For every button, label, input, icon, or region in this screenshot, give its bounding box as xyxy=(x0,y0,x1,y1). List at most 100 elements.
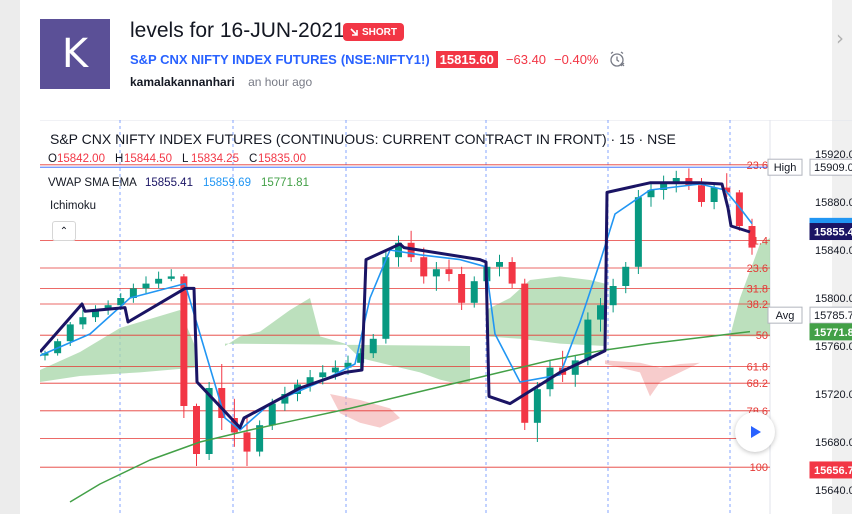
ohlc-label: H xyxy=(115,153,123,165)
candle-body xyxy=(268,403,276,426)
candle-body xyxy=(710,187,718,202)
price-change: −63.40 xyxy=(505,51,547,67)
candle-body xyxy=(256,425,264,452)
chart-canvas[interactable]: 23.611.423.631.838.25061.868.278.68.6100… xyxy=(40,120,852,514)
candle-body xyxy=(458,274,466,303)
candle-body xyxy=(647,190,655,198)
candle-body xyxy=(357,353,365,363)
symbol-link[interactable]: S&P CNX NIFTY INDEX FUTURES xyxy=(130,51,337,67)
candle-body xyxy=(142,283,150,289)
candle-body xyxy=(508,262,516,284)
candle-body xyxy=(698,185,705,202)
candle-body xyxy=(533,389,541,423)
candle-body xyxy=(180,276,188,406)
indicator-value: 15771.81 xyxy=(261,177,309,189)
candle-body xyxy=(420,257,428,277)
idea-card xyxy=(20,0,832,514)
candle-body xyxy=(432,269,440,277)
author-line: kamalakannanhari an hour ago xyxy=(130,75,312,89)
cloud-bullish xyxy=(40,310,195,382)
cloud-bullish xyxy=(225,298,470,385)
price-change-pct: −0.40% xyxy=(554,51,599,67)
author-name[interactable]: kamalakannanhari xyxy=(130,75,235,89)
ohlc-value: 15834.25 xyxy=(191,153,239,165)
candle-body xyxy=(66,324,74,342)
axis-label-tag-text: High xyxy=(774,162,797,174)
price-axis[interactable]: 15920.00 15880.00 15840.00 15800.00 15760.00… xyxy=(767,149,852,497)
candle-body xyxy=(723,187,731,193)
price-tick-label: 15920.00 xyxy=(815,149,852,161)
axis-value-text: 15785.7 xyxy=(814,310,852,322)
candle-body xyxy=(193,406,200,454)
candle-body xyxy=(735,192,743,226)
candle-body xyxy=(395,242,402,258)
symbol-line: S&P CNX NIFTY INDEX FUTURES (NSE:NIFTY1!… xyxy=(130,49,626,69)
idea-title[interactable]: levels for 16-JUN-2021 xyxy=(130,19,345,42)
indicator-lines xyxy=(40,181,753,503)
fib-level-label: 38.2 xyxy=(747,299,768,311)
candle-body xyxy=(634,197,642,267)
axis-label-tag-text: Avg xyxy=(776,310,795,322)
badge-label: SHORT xyxy=(362,26,397,38)
candle-body xyxy=(344,362,352,368)
price-chart[interactable]: 23.611.423.631.838.25061.868.278.68.6100… xyxy=(40,120,852,514)
ohlc-value: 15835.00 xyxy=(258,153,306,165)
alarm-clock-icon[interactable] xyxy=(608,50,626,68)
axis-value-box xyxy=(809,158,852,176)
indicator-name: VWAP SMA EMA xyxy=(48,177,137,189)
price-tick-label: 15680.00 xyxy=(815,437,852,449)
fib-level-label: 50 xyxy=(756,330,768,342)
candle-body xyxy=(470,281,478,303)
ticker-link[interactable]: (NSE:NIFTY1!) xyxy=(340,51,430,67)
indicator-ichimoku-name: Ichimoku xyxy=(50,200,96,212)
candle-body xyxy=(243,432,251,452)
candle-body xyxy=(129,288,137,298)
candle-body xyxy=(584,319,592,361)
candle-body xyxy=(79,317,87,325)
price-tick-label: 15760.00 xyxy=(815,341,852,353)
candle-body xyxy=(92,310,99,318)
axis-label-tag xyxy=(767,306,803,324)
axis-value-box xyxy=(809,306,852,324)
chevron-right-icon[interactable]: › xyxy=(836,26,844,50)
cloud-bullish xyxy=(730,238,770,337)
axis-value-text: 15771.8 xyxy=(814,327,852,339)
vwap-line xyxy=(40,181,751,430)
price-tick-label: 15640.00 xyxy=(815,485,852,497)
candle-body xyxy=(319,372,327,378)
candle-body xyxy=(445,269,453,274)
candle-body xyxy=(571,360,579,375)
fib-level-label: 100 xyxy=(750,462,768,474)
cloud-bearish xyxy=(605,360,700,397)
candle-body xyxy=(281,394,289,404)
avatar[interactable]: K xyxy=(40,19,110,89)
avatar-letter: K xyxy=(61,31,89,77)
candle-body xyxy=(218,388,226,418)
candle-body xyxy=(117,298,125,306)
candle-body xyxy=(205,388,213,454)
candle-body xyxy=(382,257,390,339)
candle-body xyxy=(155,278,163,284)
candle-body xyxy=(369,338,377,354)
price-tick-label: 15800.00 xyxy=(815,293,852,305)
candle-body xyxy=(331,367,339,373)
short-badge: SHORT xyxy=(343,23,404,41)
indicator-value: 15859.69 xyxy=(203,177,251,189)
ema-line xyxy=(69,330,751,503)
chevron-up-icon: ⌃ xyxy=(59,225,69,237)
fib-level-label: 23.6 xyxy=(747,160,768,172)
play-button[interactable] xyxy=(735,412,775,452)
ohlc-label: L xyxy=(182,153,189,165)
axis-label-tag xyxy=(767,158,803,176)
ichimoku-cloud xyxy=(40,238,770,428)
collapse-indicators-button[interactable]: ⌃ xyxy=(52,221,76,241)
price-tick-label: 15880.00 xyxy=(815,197,852,209)
indicator-value: 15855.41 xyxy=(145,177,193,189)
arrow-down-right-icon xyxy=(350,28,358,36)
axis-value-box xyxy=(809,461,852,479)
candle-body xyxy=(622,266,630,286)
ohlc-value: 15844.50 xyxy=(124,153,172,165)
ohlc-value: 15842.00 xyxy=(57,153,105,165)
candle-body xyxy=(672,178,680,183)
